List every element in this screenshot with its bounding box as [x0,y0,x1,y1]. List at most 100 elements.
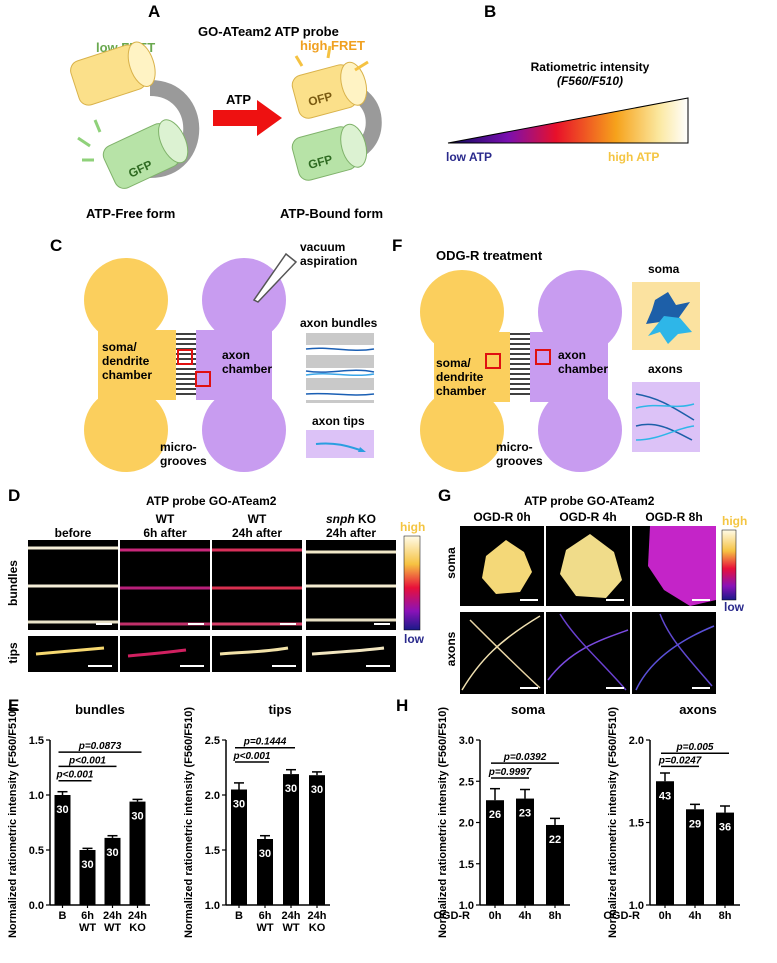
f-soma-dendrite-chamber-label: soma/ dendrite chamber [436,356,486,398]
x-tick-label: 0h [489,910,502,922]
n-label: 30 [311,784,323,796]
panel-d-title: ATP probe GO-ATeam2 [146,494,277,508]
axon-tips-inset [306,430,374,458]
free-fluorescence-rays [77,119,102,162]
x-prefix-label: OGD-R [603,910,640,922]
bar [716,812,734,905]
g-col2-label: OGD-R 4h [559,510,617,524]
x-tick-label: 8h [719,910,732,922]
f-roi-box-axons [535,349,551,365]
p-value-label: p=0.005 [676,742,714,753]
vacuum-aspiration-label: vacuum aspiration [300,240,357,268]
x-tick-label: 6h [81,910,94,922]
panel-label-a: A [148,2,161,21]
n-label: 36 [719,822,731,834]
col-ko24h-line2: 24h after [325,526,377,540]
chart-title-axons: axons [679,702,717,717]
axon-chamber-label: axon chamber [222,348,272,376]
axons-inset-label: axons [648,362,683,376]
x-tick-label: 0h [659,910,672,922]
f-micro-line2: grooves [496,454,543,468]
y-tick-label: 2.5 [205,735,220,747]
microgrooves-label: micro- grooves [160,440,207,468]
f-axon-line1: axon [558,348,587,362]
chart-title-bundles: bundles [75,702,125,717]
roi-box-bundles [177,349,193,365]
col-wt6h-line1: WT [155,512,175,526]
bar [309,775,325,905]
n-label: 30 [131,811,143,823]
p-value-label: p<0.001 [56,770,94,781]
free-ofp-cylinder [70,41,156,106]
x-prefix-label: OGD-R [433,910,470,922]
x-tick-label: WT [79,922,96,934]
d-scale-bars [88,623,390,667]
g-cell-4h [560,534,622,598]
x-tick-label: 4h [519,910,532,922]
atp-label: ATP [226,92,252,107]
f-microgrooves [510,333,530,395]
n-label: 43 [659,790,671,802]
p-value-label: p<0.001 [68,755,106,766]
g-col3-label: OGD-R 8h [645,510,703,524]
x-tick-label: 24h [282,910,301,922]
vacuum-pipette [252,252,298,303]
roi-box-tips [195,371,211,387]
g-axon-traces [461,613,715,691]
p-value-label: p=0.0392 [503,752,547,763]
d-colorbar [403,535,421,631]
bar [516,798,534,905]
n-label: 30 [259,848,271,860]
col-wt6h-label: WT 6h after [120,512,210,540]
g-axons-0h [460,612,544,694]
n-label: 30 [81,859,93,871]
panel-f-title: ODG-R treatment [436,248,543,263]
y-tick-label: 1.5 [459,859,474,871]
g-scale-bars [520,599,710,689]
y-tick-label: 1.5 [205,845,220,857]
bar [79,850,96,905]
y-axis-label: Normalized ratiometric intensity (F560/F… [183,707,195,938]
x-tick-label: B [235,910,243,922]
x-tick-label: WT [282,922,299,934]
f-axon-chamber [530,270,622,472]
col-ko24h-line1: snph KO [306,512,396,526]
y-axis-label: Normalized ratiometric intensity (F560/F… [607,707,619,938]
y-axis-label: Normalized ratiometric intensity (F560/F… [437,707,449,938]
x-tick-label: 24h [103,910,122,922]
soma-inset-label: soma [648,262,680,276]
bound-form-label: ATP-Bound form [280,206,384,221]
x-tick-label: KO [309,922,326,934]
n-label: 29 [689,818,701,830]
x-tick-label: 24h [128,910,147,922]
y-tick-label: 1.5 [629,818,644,830]
panel-b-title: Ratiometric intensity (F560/F510) [520,60,660,88]
col-ko24h-label: snph KO 24h after [306,512,396,540]
ko-label: KO [354,512,376,526]
y-tick-label: 2.0 [629,735,644,747]
y-tick-label: 1.0 [205,900,220,912]
p-value-label: p=0.0247 [658,755,702,766]
y-tick-label: 2.0 [205,790,220,802]
vacuum-line1: vacuum [300,240,346,254]
bound-fluorescence-rays [294,45,369,72]
y-tick-label: 2.5 [459,776,474,788]
micrograph-wt6h-bundles [120,540,210,630]
f-microgrooves-label: micro- grooves [496,440,543,468]
soma-neuron-inset [632,282,700,350]
panel-label-h: H [396,696,409,715]
micro-line1: micro- [160,440,197,454]
bar [656,781,674,905]
f-axon-line2: chamber [558,362,609,376]
low-atp-label: low ATP [446,150,492,164]
g-cell-0h [482,540,532,594]
bound-gfp-cylinder [291,123,368,181]
soma-line1: soma/ [102,340,137,354]
x-tick-label: WT [104,922,121,934]
f-micro-line1: micro- [496,440,533,454]
g-colorbar [721,529,737,601]
